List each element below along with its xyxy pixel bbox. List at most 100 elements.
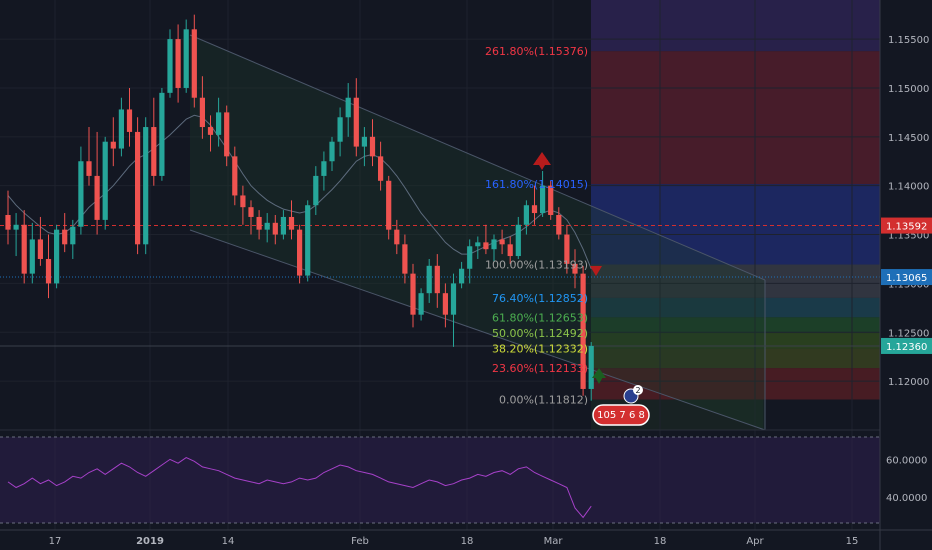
candle-body-23 [191, 29, 197, 98]
fibonacci-zones [591, 0, 880, 430]
candle-body-14 [118, 109, 124, 149]
candle-body-38 [313, 175, 319, 206]
candle-body-60 [491, 239, 497, 250]
channel-upper-line[interactable] [189, 34, 766, 281]
fib-zone-1 [591, 51, 880, 185]
candle-body-62 [507, 244, 513, 257]
candle-body-39 [321, 161, 327, 176]
sell-arrow-marker-tip [536, 160, 548, 170]
fib-zone-2 [591, 184, 880, 265]
us-events-bar[interactable] [592, 404, 650, 426]
candle-body-58 [475, 242, 481, 247]
candle-body-30 [248, 207, 254, 217]
price-tick-0: 1.15500 [888, 35, 929, 46]
price-tick-2: 1.14500 [888, 133, 929, 144]
channel-fill [190, 35, 765, 430]
candle-body-7 [62, 229, 68, 245]
candle-body-22 [183, 29, 189, 88]
candlestick-series [5, 14, 594, 401]
candle-body-0 [5, 215, 11, 230]
price-tick-6: 1.12500 [888, 328, 929, 339]
candle-body-32 [264, 222, 270, 230]
candle-body-55 [450, 283, 457, 315]
price-tag-0: 1.13592 [886, 222, 927, 233]
fib-label-7: 23.60%(1.12133) [492, 362, 588, 375]
candle-body-40 [329, 141, 335, 162]
candle-body-2 [21, 224, 27, 274]
fib-zone-3 [591, 264, 880, 298]
price-tag-bg-0 [881, 217, 932, 234]
candle-body-3 [29, 239, 35, 274]
candle-body-53 [434, 265, 440, 294]
rsi-line [7, 457, 592, 519]
candle-body-10 [86, 161, 92, 176]
fib-label-4: 61.80%(1.12653) [492, 311, 588, 324]
candle-body-49 [402, 244, 408, 274]
fib-label-2: 100.00%(1.13193) [485, 259, 588, 272]
price-tick-3: 1.14000 [888, 182, 929, 193]
buy-arrow-marker-tip [594, 375, 604, 384]
fib-label-3: 76.40%(1.12852) [492, 292, 588, 305]
time-tick-0: 17 [49, 536, 62, 547]
candle-body-46 [378, 156, 384, 181]
candle-body-57 [467, 246, 473, 269]
fib-label-0: 261.80%(1.15376) [485, 45, 588, 58]
time-axis[interactable]: 17 2019 14 Feb 18 Mar 18 Apr 15 [49, 536, 859, 547]
candle-body-4 [37, 239, 43, 259]
fib-label-6: 38.20%(1.12332) [492, 343, 588, 356]
fib-label-1: 161.80%(1.14015) [485, 178, 588, 191]
candle-body-27 [224, 112, 230, 157]
sell-arrow-small-marker[interactable] [590, 266, 602, 276]
candle-body-52 [426, 265, 432, 294]
candle-body-41 [337, 117, 343, 142]
candle-body-48 [394, 229, 400, 245]
candle-body-65 [531, 205, 538, 214]
channel-lower-line[interactable] [189, 229, 766, 431]
rsi-tick-1: 40.0000 [886, 493, 927, 504]
regression-channel[interactable] [189, 34, 766, 431]
candle-body-63 [515, 224, 521, 257]
fib-label-8: 0.00%(1.11812) [499, 394, 588, 407]
candle-body-72 [588, 345, 594, 389]
candle-body-44 [361, 136, 367, 147]
candle-body-37 [305, 205, 311, 276]
candle-body-31 [256, 216, 262, 230]
time-tick-5: Mar [544, 536, 564, 547]
price-tick-4: 1.13500 [888, 231, 929, 242]
time-tick-4: 18 [461, 536, 474, 547]
time-tick-2: 14 [222, 536, 235, 547]
candle-body-17 [143, 127, 149, 245]
candle-body-34 [280, 216, 286, 235]
candle-body-18 [151, 127, 157, 176]
fib-label-5: 50.00%(1.12492) [492, 327, 588, 340]
fib-zone-7 [591, 348, 880, 369]
time-tick-7: Apr [746, 536, 764, 547]
candle-body-5 [45, 258, 52, 284]
fib-zone-0 [591, 0, 880, 52]
price-tag-2: 1.12360 [886, 342, 927, 353]
candle-body-11 [94, 175, 100, 220]
rsi-axis: 60.0000 40.0000 [886, 455, 927, 503]
time-tick-6: 18 [654, 536, 667, 547]
candle-body-51 [418, 293, 424, 315]
fib-zone-4 [591, 297, 880, 318]
candle-body-15 [126, 109, 133, 132]
candle-body-19 [159, 92, 165, 176]
fib-zone-5 [591, 317, 880, 334]
rsi-tick-0: 60.0000 [886, 455, 927, 466]
candle-body-50 [410, 273, 416, 315]
event-count-badge [633, 385, 643, 395]
candle-body-47 [386, 180, 392, 230]
price-tag-bg-2 [881, 337, 932, 354]
time-tick-8: 15 [846, 536, 859, 547]
candle-body-35 [288, 216, 295, 230]
candle-body-13 [110, 141, 116, 149]
candle-body-12 [102, 141, 108, 220]
candle-body-24 [199, 97, 205, 128]
candle-body-69 [564, 234, 570, 264]
event-markers[interactable]: 2 105 7 6 8 [592, 385, 650, 426]
price-lines [0, 225, 880, 347]
grid-lines [0, 0, 880, 530]
candle-body-29 [240, 195, 246, 208]
